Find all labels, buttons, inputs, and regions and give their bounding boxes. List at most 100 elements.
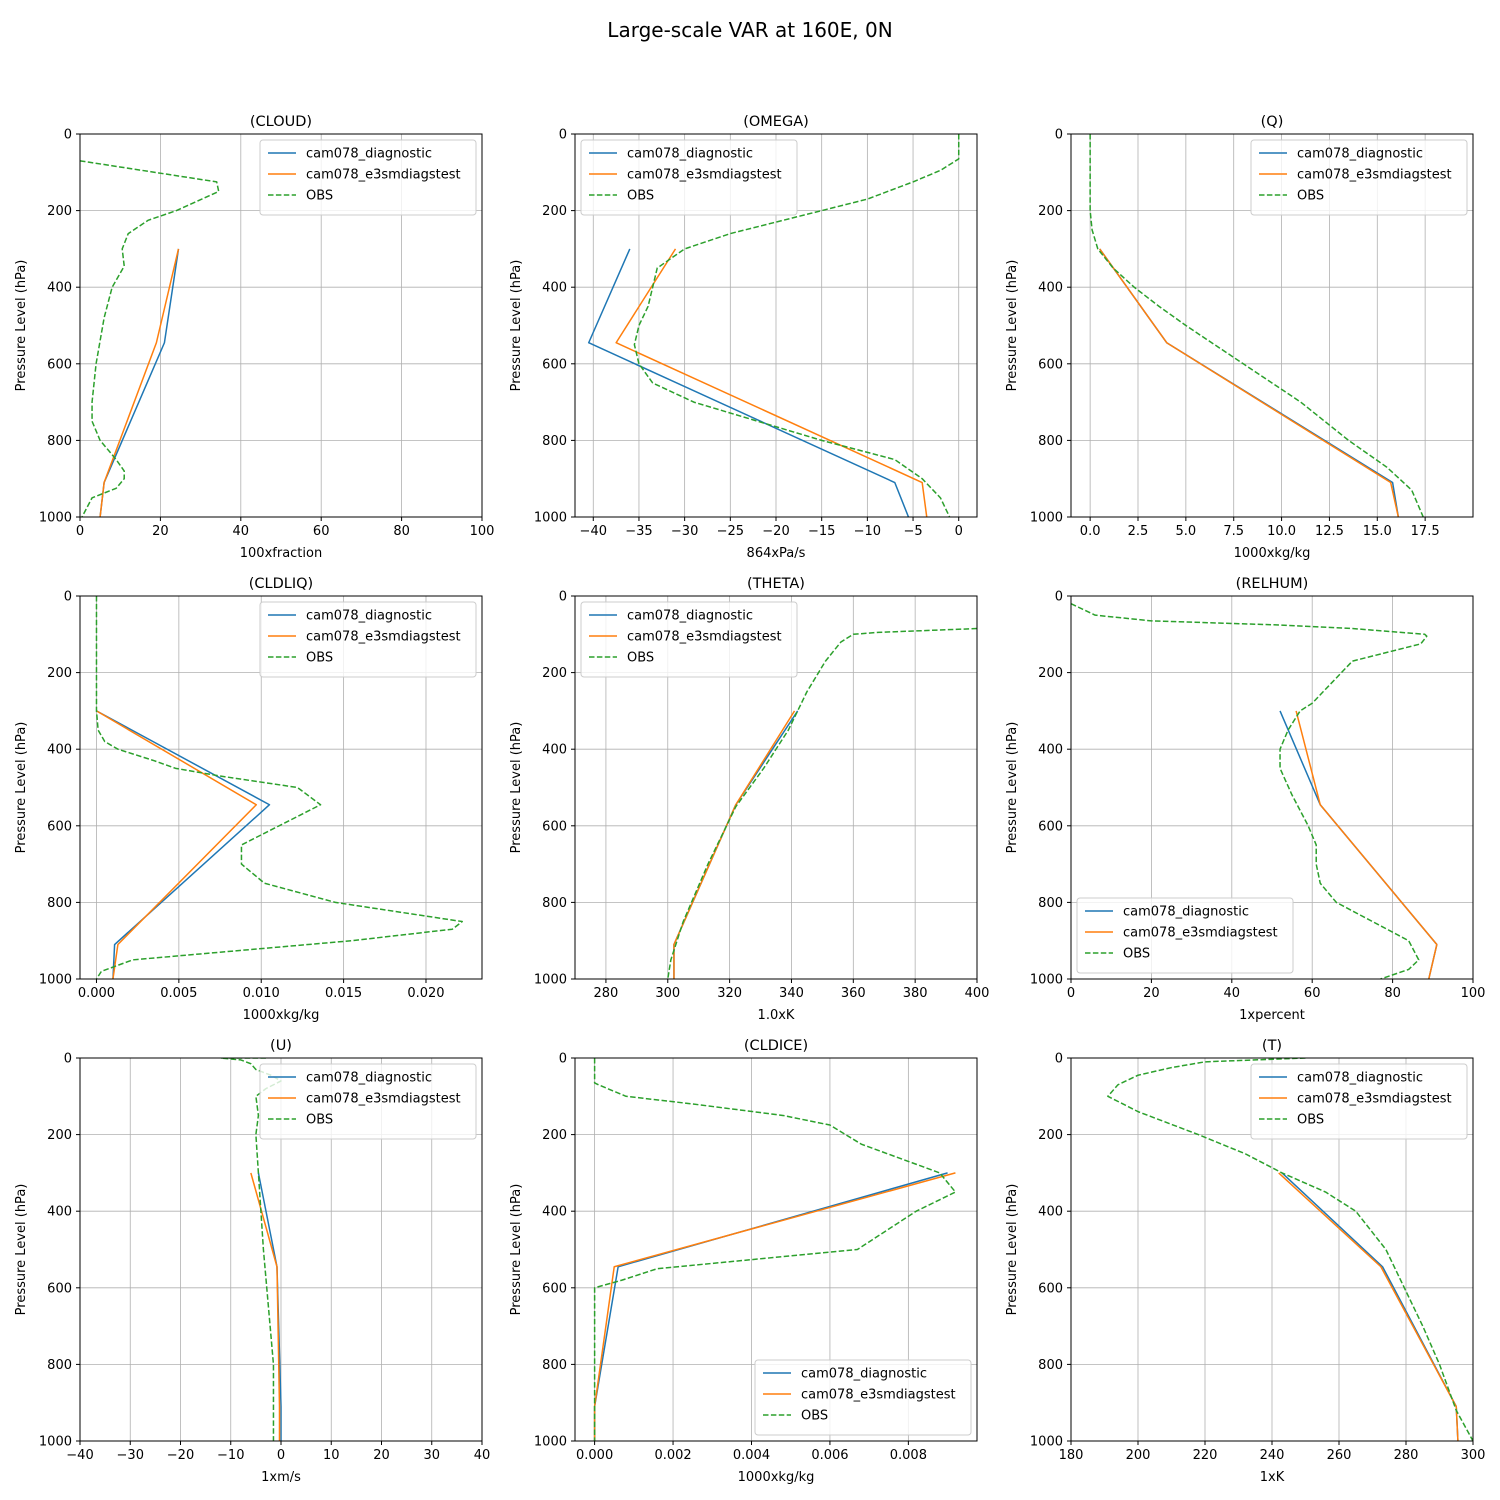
panel-3: 0.0 2.5 5.0 7.5 10.0 12.5 15.0 17.5 0 200 400 600 80… <box>1005 114 1474 561</box>
panel-1-ylabel: Pressure Level (hPa) <box>14 260 29 392</box>
panel-8-ytick-label-3: 600 <box>542 1281 567 1296</box>
panel-9-series-cam078_e3smdiagstest <box>1278 1172 1459 1441</box>
panel-5-ytick-label-5: 1000 <box>534 973 567 988</box>
panel-3-series-cam078_e3smdiagstest <box>1099 248 1400 517</box>
panel-2-xlabel: 864xPa/s <box>747 546 806 561</box>
panel-3-legend-label-1: cam078_e3smdiagstest <box>1297 168 1452 183</box>
panel-5-ytick-label-0: 0 <box>559 590 567 605</box>
panel-9-ylabel: Pressure Level (hPa) <box>1005 1184 1020 1316</box>
panel-8-xtick-label-4: 0.008 <box>890 1448 927 1463</box>
panel-4-ytick-label-5: 1000 <box>39 973 72 988</box>
panel-7-legend-label-2: OBS <box>306 1113 333 1128</box>
panel-5: 280 300 320 340 360 380 400 0 200 400 600 800 1000 (T… <box>509 576 989 1023</box>
panel-4-title: (CLDLIQ) <box>249 576 313 592</box>
panel-6-series-cam078_e3smdiagstest <box>1295 710 1438 979</box>
panel-8-ylabel: Pressure Level (hPa) <box>509 1184 524 1316</box>
panel-7-series-cam078_diagnostic <box>257 1172 282 1441</box>
panel-9-ytick-label-5: 1000 <box>1030 1435 1063 1450</box>
panel-7-xtick-label-7: 30 <box>423 1448 440 1463</box>
panel-3-legend-label-2: OBS <box>1297 189 1324 204</box>
panel-6-xtick-label-5: 100 <box>1461 986 1486 1001</box>
panel-7-xtick-label-3: −10 <box>217 1448 244 1463</box>
panel-9-xtick-label-5: 280 <box>1394 1448 1419 1463</box>
panel-8-xtick-label-0: 0.000 <box>576 1448 613 1463</box>
panel-3-legend-label-0: cam078_diagnostic <box>1297 147 1423 162</box>
panel-6: 0 20 40 60 80 10002004006008001000(RELHUM)1xp… <box>1005 576 1485 1023</box>
panel-6-ytick-label-3: 600 <box>1038 819 1063 834</box>
panel-2-series-group <box>587 134 960 517</box>
panel-5-frame <box>574 595 978 980</box>
panel-1-ytick-label-4: 800 <box>47 434 72 449</box>
panel-2-xtick-label-8: 0 <box>955 524 963 539</box>
panel-3-ytick-label-3: 600 <box>1038 357 1063 372</box>
panel-7-xtick-label-4: 0 <box>277 1448 285 1463</box>
panel-9-ytick-label-3: 600 <box>1038 1281 1063 1296</box>
panel-7-xtick-label-2: −20 <box>167 1448 194 1463</box>
panel-3-xtick-label-0: 0.0 <box>1080 524 1101 539</box>
panel-3-ytick-label-1: 200 <box>1038 204 1063 219</box>
panel-5-ytick-label-1: 200 <box>542 666 567 681</box>
panel-5-xtick-label-1: 300 <box>655 986 680 1001</box>
panel-9-xlabel: 1xK <box>1260 1470 1285 1485</box>
panel-9-legend: cam078_diagnostic cam078_e3smdiagstest OBS <box>1250 1063 1468 1140</box>
panel-6-xtick-label-3: 60 <box>1304 986 1321 1001</box>
panel-4-series-group <box>95 596 463 979</box>
panel-9-xtick-label-1: 200 <box>1126 1448 1151 1463</box>
panel-3-series-group <box>1089 134 1424 517</box>
panel-4-xlabel: 1000xkg/kg <box>243 1008 320 1023</box>
panel-9-ytick-label-0: 0 <box>1055 1052 1063 1067</box>
panel-3-ylabel: Pressure Level (hPa) <box>1005 260 1020 392</box>
panel-6-series-group <box>1071 602 1438 979</box>
panel-2-xtick-label-1: −35 <box>625 524 652 539</box>
panel-7: −40 −30 −20 −10 0 10 20 30 4002004006008001000(U… <box>14 1038 490 1485</box>
panel-7-legend-label-1: cam078_e3smdiagstest <box>306 1092 461 1107</box>
panel-7-xlabel: 1xm/s <box>261 1470 301 1485</box>
panel-1-legend-box <box>259 139 477 216</box>
panel-1-legend-label-2: OBS <box>306 189 333 204</box>
panel-2-xtick-label-5: −15 <box>808 524 835 539</box>
panel-5-legend-label-1: cam078_e3smdiagstest <box>627 630 782 645</box>
panel-4-series-cam078_diagnostic <box>96 710 271 979</box>
panel-8-legend-label-2: OBS <box>801 1409 828 1424</box>
panel-6-ytick-label-2: 400 <box>1038 743 1063 758</box>
panel-3-ytick-label-4: 800 <box>1038 434 1063 449</box>
panel-2-ytick-label-3: 600 <box>542 357 567 372</box>
panel-6-xtick-label-1: 20 <box>1143 986 1160 1001</box>
panel-7-xtick-label-5: 10 <box>323 1448 340 1463</box>
panel-1-legend: cam078_diagnostic cam078_e3smdiagstest OBS <box>259 139 477 216</box>
panel-8-ytick-label-0: 0 <box>559 1052 567 1067</box>
panel-4-series-OBS <box>95 596 463 979</box>
panel-2-legend-label-2: OBS <box>627 189 654 204</box>
panel-9-xtick-label-0: 180 <box>1059 1448 1084 1463</box>
panel-4-frame <box>79 595 483 980</box>
panel-3-frame <box>1070 133 1474 518</box>
panel-4-xtick-label-0: 0.000 <box>78 986 115 1001</box>
panel-6-ytick-label-1: 200 <box>1038 666 1063 681</box>
panel-5-xtick-label-3: 340 <box>779 986 804 1001</box>
panel-6-legend: cam078_diagnostic cam078_e3smdiagstest OBS <box>1076 897 1294 974</box>
panel-3-legend: cam078_diagnostic cam078_e3smdiagstest OBS <box>1250 139 1468 216</box>
panel-7-xtick-label-6: 20 <box>373 1448 390 1463</box>
panel-3-series-OBS <box>1089 134 1424 517</box>
panel-1-xtick-label-2: 40 <box>233 524 250 539</box>
panel-2-ylabel: Pressure Level (hPa) <box>509 260 524 392</box>
figure-title: Large-scale VAR at 160E, 0N <box>607 18 892 42</box>
panel-5-ytick-label-2: 400 <box>542 743 567 758</box>
panel-5-xtick-label-5: 380 <box>903 986 928 1001</box>
subplot-grid: 0 20 40 60 80 10002004006008001000(CLOUD)100x… <box>14 114 1485 1485</box>
panel-6-legend-box <box>1076 897 1294 974</box>
panel-4-legend-label-2: OBS <box>306 651 333 666</box>
panel-5-title: (THETA) <box>747 576 805 592</box>
panel-2-legend-label-0: cam078_diagnostic <box>627 147 753 162</box>
panel-9-ytick-label-2: 400 <box>1038 1205 1063 1220</box>
panel-3-title: (Q) <box>1261 114 1284 130</box>
panel-8-xtick-label-1: 0.002 <box>654 1448 691 1463</box>
panel-1-xtick-label-3: 60 <box>313 524 330 539</box>
panel-1-xtick-label-5: 100 <box>470 524 495 539</box>
panel-6-xtick-label-0: 0 <box>1067 986 1075 1001</box>
panel-9-xtick-label-4: 260 <box>1327 1448 1352 1463</box>
panel-7-ytick-label-5: 1000 <box>39 1435 72 1450</box>
panel-6-legend-label-1: cam078_e3smdiagstest <box>1123 926 1278 941</box>
panel-3-xtick-label-7: 17.5 <box>1411 524 1440 539</box>
panel-4-legend: cam078_diagnostic cam078_e3smdiagstest OBS <box>259 601 477 678</box>
